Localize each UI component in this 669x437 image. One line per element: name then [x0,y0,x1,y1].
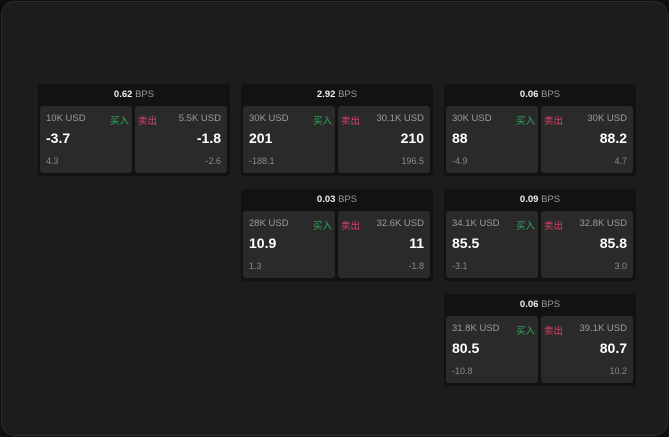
sell-label: 卖出 [544,116,564,127]
sell-pane[interactable]: 39.1K USD 卖出 80.7 10.2 [541,316,633,383]
buy-change: 1.3 [249,261,262,271]
spread-unit: BPS [541,89,561,100]
sell-size: 39.1K USD [579,323,627,334]
buy-pane[interactable]: 30K USD 买入 88 -4.9 [446,106,538,173]
sell-label: 卖出 [341,221,361,232]
spread-value: 0.06 [519,299,539,310]
spread-unit: BPS [338,89,358,100]
sell-change: 3.0 [614,261,627,271]
buy-pane[interactable]: 30K USD 买入 201 -188.1 [243,106,335,173]
buy-pane[interactable]: 34.1K USD 买入 85.5 -3.1 [446,211,538,278]
buy-size: 34.1K USD [452,218,500,229]
spread-value: 2.92 [316,89,336,100]
spread-value: 0.03 [316,194,336,205]
buy-label: 买入 [109,116,129,127]
sell-size: 32.8K USD [579,218,627,229]
sell-pane[interactable]: 5.5K USD 卖出 -1.8 -2.6 [135,106,227,173]
spread-value: 0.62 [113,89,133,100]
sell-size: 30.1K USD [376,113,424,124]
sell-price: 80.7 [599,340,627,356]
spread-header: 0.03 BPS [241,189,433,210]
buy-change: -3.1 [452,261,468,271]
sell-price: -1.8 [196,130,221,146]
buy-change: -10.8 [452,366,473,376]
spread-header: 0.06 BPS [444,294,636,315]
buy-change: 4.3 [46,156,59,166]
buy-change: -188.1 [249,156,275,166]
spread-header: 0.62 BPS [38,84,230,105]
quote-card: 0.06 BPS 31.8K USD 买入 80.5 -10.8 39.1K U… [444,294,636,386]
spread-unit: BPS [135,89,155,100]
quote-card: 2.92 BPS 30K USD 买入 201 -188.1 30.1K USD… [241,84,433,176]
buy-pane[interactable]: 31.8K USD 买入 80.5 -10.8 [446,316,538,383]
sell-size: 5.5K USD [178,113,221,124]
sell-change: -2.6 [205,156,221,166]
sell-price: 210 [400,130,424,146]
sell-pane[interactable]: 30K USD 卖出 88.2 4.7 [541,106,633,173]
spread-value: 0.06 [519,89,539,100]
sell-price: 11 [409,235,424,251]
sell-size: 30K USD [587,113,627,124]
buy-label: 买入 [312,116,332,127]
buy-size: 10K USD [46,113,86,124]
quote-card: 0.62 BPS 10K USD 买入 -3.7 4.3 5.5K USD 卖出… [38,84,230,176]
buy-pane[interactable]: 10K USD 买入 -3.7 4.3 [40,106,132,173]
sell-label: 卖出 [544,221,564,232]
sell-label: 卖出 [544,326,564,337]
buy-price: 88 [452,130,468,146]
spread-value: 0.09 [519,194,539,205]
spread-unit: BPS [338,194,358,205]
spread-header: 2.92 BPS [241,84,433,105]
buy-size: 30K USD [249,113,289,124]
buy-size: 30K USD [452,113,492,124]
spread-header: 0.09 BPS [444,189,636,210]
sell-label: 卖出 [138,116,158,127]
buy-price: 85.5 [452,235,480,251]
spread-header: 0.06 BPS [444,84,636,105]
spread-unit: BPS [541,194,561,205]
buy-size: 31.8K USD [452,323,500,334]
sell-price: 85.8 [599,235,627,251]
sell-change: 196.5 [401,156,424,166]
sell-change: -1.8 [408,261,424,271]
sell-pane[interactable]: 32.6K USD 卖出 11 -1.8 [338,211,430,278]
sell-change: 4.7 [614,156,627,166]
quote-card: 0.03 BPS 28K USD 买入 10.9 1.3 32.6K USD 卖… [241,189,433,281]
buy-label: 买入 [515,326,535,337]
buy-size: 28K USD [249,218,289,229]
sell-price: 88.2 [599,130,627,146]
quote-card: 0.09 BPS 34.1K USD 买入 85.5 -3.1 32.8K US… [444,189,636,281]
spread-unit: BPS [541,299,561,310]
sell-change: 10.2 [609,366,627,376]
buy-price: -3.7 [46,130,71,146]
buy-price: 10.9 [249,235,277,251]
sell-pane[interactable]: 30.1K USD 卖出 210 196.5 [338,106,430,173]
buy-price: 80.5 [452,340,480,356]
sell-size: 32.6K USD [376,218,424,229]
buy-change: -4.9 [452,156,468,166]
quote-card: 0.06 BPS 30K USD 买入 88 -4.9 30K USD 卖出 8… [444,84,636,176]
buy-pane[interactable]: 28K USD 买入 10.9 1.3 [243,211,335,278]
buy-price: 201 [249,130,273,146]
buy-label: 买入 [312,221,332,232]
sell-label: 卖出 [341,116,361,127]
buy-label: 买入 [515,221,535,232]
buy-label: 买入 [515,116,535,127]
sell-pane[interactable]: 32.8K USD 卖出 85.8 3.0 [541,211,633,278]
